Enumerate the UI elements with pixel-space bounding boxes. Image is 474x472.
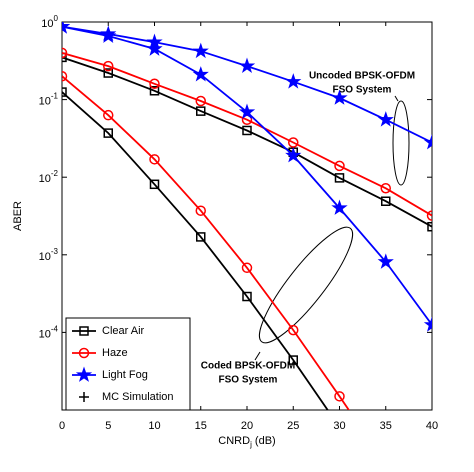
marker [62,87,67,97]
marker [62,70,68,82]
marker [79,326,89,336]
x-axis-label: CNRDj (dB) [218,435,275,449]
annotation: FSO System [333,85,392,96]
marker [195,95,206,107]
marker [62,47,68,59]
marker [100,25,117,41]
x-tick-label: 10 [148,420,160,432]
x-tick-label: 20 [241,420,253,432]
marker [146,33,163,50]
legend-label: MC Simulation [102,391,174,403]
marker [195,205,206,216]
y-tick-label: 10-2 [39,169,59,185]
marker [103,68,113,78]
y-tick-label: 100 [41,14,58,30]
marker [149,78,160,90]
marker [196,106,206,116]
marker [78,347,90,359]
y-tick-label: 10-3 [39,247,59,263]
marker [103,60,114,72]
series-line [62,75,350,410]
marker [238,57,256,74]
marker [285,147,302,163]
marker [334,160,345,172]
marker [427,221,432,232]
marker [192,42,209,59]
x-tick-label: 30 [333,420,345,432]
legend-box [65,317,191,411]
marker [196,232,206,242]
marker [377,253,394,269]
x-tick-label: 0 [59,420,65,432]
series-line [62,91,329,410]
marker [103,128,113,138]
marker [377,111,394,127]
marker [334,173,345,183]
marker [62,52,67,63]
marker [241,262,253,274]
marker [79,392,89,402]
annotation-ellipse [392,100,410,186]
x-tick-label: 25 [287,420,299,432]
marker [192,66,209,82]
marker [334,391,345,402]
marker [285,73,302,89]
marker [288,137,299,148]
marker [381,460,390,467]
marker [149,179,160,190]
legend-label: Light Fog [102,369,148,381]
legend-label: Haze [102,347,128,359]
annotation: Uncoded BPSK-OFDM [309,71,415,82]
marker [426,210,432,221]
marker [103,109,114,121]
plot-series [62,22,432,467]
marker [331,89,348,105]
annotation: Coded BPSK-OFDM [201,361,295,372]
y-axis-label: ABER [12,201,24,231]
marker [381,196,391,206]
marker [423,316,432,332]
marker [62,22,71,34]
x-tick-label: 15 [195,420,207,432]
marker [423,133,432,150]
y-tick-label: 10-4 [39,325,59,341]
marker [288,355,298,365]
marker [288,324,299,336]
x-tick-label: 40 [426,420,438,432]
series-line [62,56,432,228]
marker [331,199,348,215]
annotation-pointer [394,95,399,102]
annotation-pointer [254,351,261,361]
marker [238,103,256,120]
marker [146,40,163,56]
marker [242,125,252,136]
marker [75,366,93,382]
annotation: FSO System [219,375,278,386]
annotation-ellipse [258,226,354,344]
y-tick-label: 10-1 [39,92,59,108]
marker [242,291,252,302]
marker [149,154,160,165]
marker [380,183,391,194]
legend-label: Clear Air [102,325,145,337]
series-line [62,52,432,217]
x-tick-label: 35 [380,420,392,432]
marker [149,86,160,96]
x-tick-label: 5 [105,420,111,432]
